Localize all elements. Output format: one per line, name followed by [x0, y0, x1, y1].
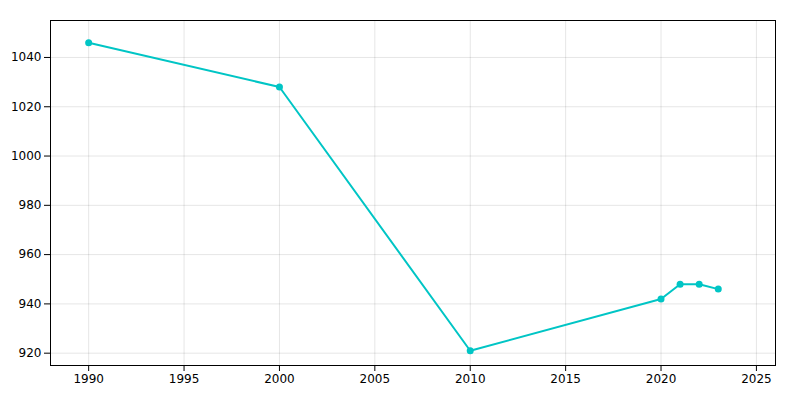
svg-text:940: 940 — [19, 297, 42, 311]
svg-text:1990: 1990 — [73, 372, 104, 386]
svg-text:980: 980 — [19, 198, 42, 212]
svg-text:1020: 1020 — [11, 100, 42, 114]
svg-text:2025: 2025 — [741, 372, 772, 386]
svg-text:1995: 1995 — [169, 372, 200, 386]
svg-text:2015: 2015 — [550, 372, 581, 386]
svg-text:2005: 2005 — [360, 372, 391, 386]
svg-text:2010: 2010 — [455, 372, 486, 386]
svg-text:2000: 2000 — [264, 372, 295, 386]
svg-text:1040: 1040 — [11, 50, 42, 64]
svg-text:920: 920 — [19, 346, 42, 360]
svg-text:2020: 2020 — [646, 372, 677, 386]
svg-text:1000: 1000 — [11, 149, 42, 163]
svg-text:960: 960 — [19, 247, 42, 261]
